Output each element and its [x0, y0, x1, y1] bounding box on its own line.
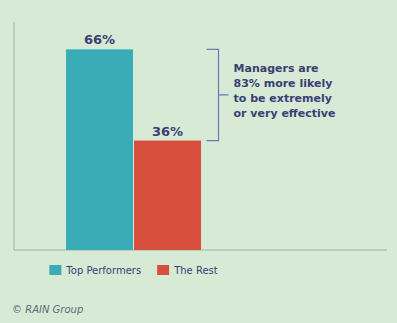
- legend-swatch: [157, 265, 169, 275]
- annotation: Managers are83% more likelyto be extreme…: [234, 62, 336, 120]
- bracket: [207, 49, 229, 140]
- bar: [66, 49, 133, 250]
- legend-label: The Rest: [173, 265, 218, 276]
- chart: 66% 36% Managers are83% more likelyto be e…: [0, 0, 397, 323]
- bracket-line: [207, 49, 229, 140]
- data-label: 36%: [152, 124, 183, 139]
- legend-swatch: [49, 265, 61, 275]
- bar: [134, 141, 201, 250]
- legend-item: The Rest: [157, 265, 218, 276]
- legend-item: Top Performers: [49, 265, 141, 276]
- data-label: 66%: [84, 32, 115, 47]
- data-labels: 66% 36%: [84, 32, 183, 138]
- legend-label: Top Performers: [65, 265, 141, 276]
- y-axis-line: [14, 22, 15, 250]
- bars: [66, 49, 201, 250]
- legend: Top Performers The Rest: [49, 265, 217, 276]
- copyright: © RAIN Group: [12, 304, 83, 315]
- chart-container: 66% 36% Managers are83% more likelyto be e…: [0, 0, 397, 323]
